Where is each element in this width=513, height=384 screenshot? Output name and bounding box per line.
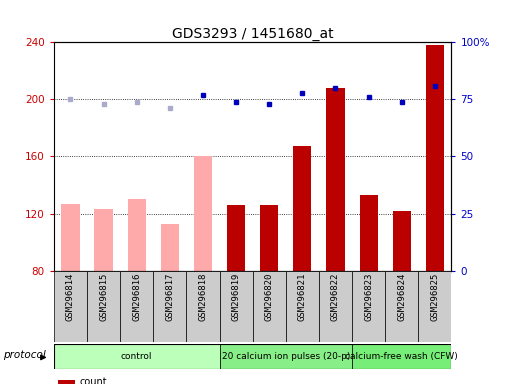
Text: GSM296818: GSM296818 bbox=[199, 273, 207, 321]
Bar bbox=[62, 204, 80, 271]
Bar bbox=[54, 344, 220, 369]
Bar bbox=[352, 344, 451, 369]
Bar bbox=[326, 88, 345, 271]
Text: GSM296816: GSM296816 bbox=[132, 273, 141, 321]
Bar bbox=[220, 271, 252, 342]
Bar bbox=[186, 271, 220, 342]
Text: GSM296824: GSM296824 bbox=[397, 273, 406, 321]
Text: GSM296823: GSM296823 bbox=[364, 273, 373, 321]
Bar bbox=[94, 209, 113, 271]
Bar bbox=[385, 271, 418, 342]
Text: GSM296821: GSM296821 bbox=[298, 273, 307, 321]
Bar bbox=[220, 344, 352, 369]
Text: GSM296814: GSM296814 bbox=[66, 273, 75, 321]
Text: protocol: protocol bbox=[3, 350, 46, 360]
Bar bbox=[252, 271, 286, 342]
Text: 20 calcium ion pulses (20-p): 20 calcium ion pulses (20-p) bbox=[222, 352, 350, 361]
Text: GSM296820: GSM296820 bbox=[265, 273, 274, 321]
Bar bbox=[120, 271, 153, 342]
Bar bbox=[153, 271, 186, 342]
Bar bbox=[227, 205, 245, 271]
Bar bbox=[58, 380, 74, 384]
Text: GSM296817: GSM296817 bbox=[165, 273, 174, 321]
Text: GSM296822: GSM296822 bbox=[331, 273, 340, 321]
Bar bbox=[87, 271, 120, 342]
Text: GSM296825: GSM296825 bbox=[430, 273, 439, 321]
Bar bbox=[161, 223, 179, 271]
Bar bbox=[260, 205, 279, 271]
Bar bbox=[54, 271, 87, 342]
Bar bbox=[426, 45, 444, 271]
Bar bbox=[360, 195, 378, 271]
Text: control: control bbox=[121, 352, 152, 361]
Text: calcium-free wash (CFW): calcium-free wash (CFW) bbox=[345, 352, 458, 361]
Bar bbox=[128, 199, 146, 271]
Bar bbox=[194, 157, 212, 271]
Bar bbox=[319, 271, 352, 342]
Title: GDS3293 / 1451680_at: GDS3293 / 1451680_at bbox=[172, 27, 333, 41]
Text: count: count bbox=[80, 377, 107, 384]
Bar bbox=[418, 271, 451, 342]
Text: GSM296819: GSM296819 bbox=[231, 273, 241, 321]
Bar bbox=[352, 271, 385, 342]
Bar bbox=[286, 271, 319, 342]
Text: GSM296815: GSM296815 bbox=[99, 273, 108, 321]
Bar bbox=[293, 146, 311, 271]
Bar bbox=[392, 211, 411, 271]
